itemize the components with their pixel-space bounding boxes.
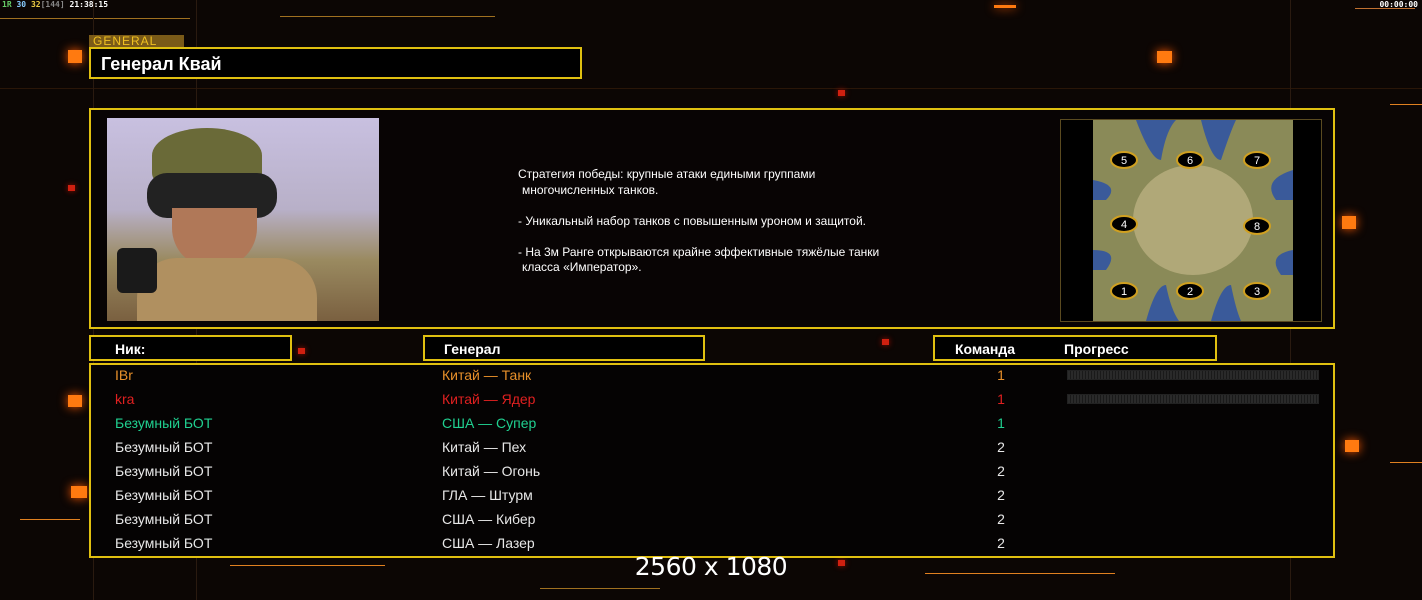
table-row[interactable]: Безумный БОТ США — Кибер 2: [91, 509, 1333, 533]
player-nick: Безумный БОТ: [115, 439, 213, 455]
player-team: 2: [997, 511, 1005, 527]
fps-a: 30: [16, 0, 27, 9]
player-team: 1: [997, 367, 1005, 383]
general-title-box: Генерал Квай: [89, 47, 582, 79]
player-general: ГЛА — Штурм: [442, 487, 533, 503]
progress-bar: [1067, 394, 1319, 404]
map-slot[interactable]: 1: [1110, 282, 1138, 300]
fps-c: [144]: [40, 0, 65, 9]
svg-text:4: 4: [1121, 219, 1127, 231]
player-nick: Безумный БОТ: [115, 535, 213, 551]
status-bar: 1R 30 32[144] 21:38:15: [2, 0, 108, 9]
general-header-label: Генерал: [444, 341, 501, 357]
map-slot[interactable]: 8: [1243, 217, 1271, 235]
player-team: 2: [997, 535, 1005, 551]
map-slot[interactable]: 6: [1176, 151, 1204, 169]
player-general: Китай — Огонь: [442, 463, 541, 479]
player-team: 1: [997, 391, 1005, 407]
progress-header-label: Прогресс: [1064, 341, 1129, 357]
match-timer: 00:00:00: [1379, 0, 1418, 9]
player-team: 2: [997, 487, 1005, 503]
progress-bar: [1067, 370, 1319, 380]
players-table: IBr Китай — Танк 1 kra Китай — Ядер 1 Безу…: [89, 363, 1335, 558]
player-nick: Безумный БОТ: [115, 511, 213, 527]
map-preview[interactable]: 1 2 3 4 5 6 7 8: [1060, 119, 1322, 322]
player-nick: Безумный БОТ: [115, 463, 213, 479]
svg-text:3: 3: [1254, 286, 1260, 298]
player-nick: Безумный БОТ: [115, 415, 213, 431]
resolution-label: 2560 x 1080: [634, 552, 788, 581]
map-slot[interactable]: 4: [1110, 215, 1138, 233]
player-team: 1: [997, 415, 1005, 431]
general-header[interactable]: Генерал: [423, 335, 705, 361]
general-tag: GENERAL: [89, 35, 184, 48]
player-nick: kra: [115, 391, 135, 407]
map-image: 1 2 3 4 5 6 7 8: [1093, 120, 1293, 321]
map-slot[interactable]: 7: [1243, 151, 1271, 169]
player-team: 2: [997, 439, 1005, 455]
description-line: - Уникальный набор танков с повышенным у…: [518, 213, 866, 228]
description-line: класса «Император».: [522, 260, 642, 274]
general-title: Генерал Квай: [101, 54, 222, 74]
table-row[interactable]: Безумный БОТ Китай — Огонь 2: [91, 461, 1333, 485]
fps-b: 32: [30, 0, 41, 9]
table-row[interactable]: Безумный БОТ США — Лазер 2: [91, 533, 1333, 557]
svg-text:7: 7: [1254, 155, 1260, 167]
player-general: Китай — Ядер: [442, 391, 536, 407]
description-line: - На 3м Ранге открываются крайне эффекти…: [518, 244, 880, 259]
player-general: США — Кибер: [442, 511, 536, 527]
general-description: Стратегия победы: крупные атаки едиными …: [518, 167, 879, 276]
table-row[interactable]: Безумный БОТ Китай — Пех 2: [91, 437, 1333, 461]
svg-text:2: 2: [1187, 286, 1193, 298]
svg-text:1: 1: [1121, 286, 1127, 298]
table-row[interactable]: Безумный БОТ ГЛА — Штурм 2: [91, 485, 1333, 509]
description-line: Стратегия победы: крупные атаки едиными …: [518, 167, 816, 181]
nick-header-label: Ник:: [115, 341, 146, 357]
svg-text:6: 6: [1187, 155, 1193, 167]
player-nick: IBr: [115, 367, 133, 383]
svg-text:8: 8: [1254, 221, 1260, 233]
player-general: США — Лазер: [442, 535, 535, 551]
team-header-label: Команда: [955, 341, 1015, 357]
player-general: Китай — Пех: [442, 439, 527, 455]
clock: 21:38:15: [69, 0, 109, 9]
table-row[interactable]: kra Китай — Ядер 1: [91, 389, 1333, 413]
player-nick: Безумный БОТ: [115, 487, 213, 503]
description-line: многочисленных танков.: [522, 182, 659, 197]
map-slot[interactable]: 5: [1110, 151, 1138, 169]
general-info-panel: Стратегия победы: крупные атаки едиными …: [89, 108, 1335, 329]
general-portrait: [107, 118, 379, 321]
table-row[interactable]: IBr Китай — Танк 1: [91, 365, 1333, 389]
player-general: США — Супер: [442, 415, 537, 431]
player-general: Китай — Танк: [442, 367, 532, 383]
map-slot[interactable]: 3: [1243, 282, 1271, 300]
player-team: 2: [997, 463, 1005, 479]
fps-label: 1R: [2, 0, 12, 9]
nick-header[interactable]: Ник:: [89, 335, 292, 361]
map-slot[interactable]: 2: [1176, 282, 1204, 300]
map-start-slots: 1 2 3 4 5 6 7 8: [1110, 151, 1271, 300]
table-row[interactable]: Безумный БОТ США — Супер 1: [91, 413, 1333, 437]
svg-text:5: 5: [1121, 155, 1127, 167]
team-progress-header[interactable]: Команда Прогресс: [933, 335, 1217, 361]
